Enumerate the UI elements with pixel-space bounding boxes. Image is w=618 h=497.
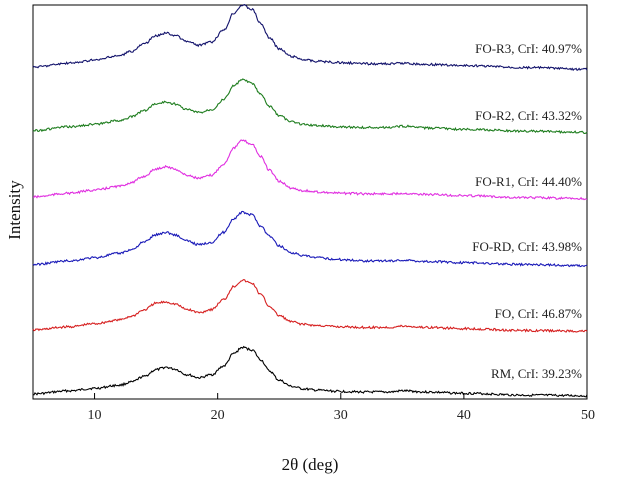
series-label: FO, CrI: 46.87% <box>495 306 583 321</box>
series-line <box>32 210 588 268</box>
y-axis-title: Intensity <box>5 180 24 240</box>
series-label: RM, CrI: 39.23% <box>491 366 582 381</box>
series-labels: RM, CrI: 39.23% FO, CrI: 46.87% FO-RD, CrI… <box>472 41 582 381</box>
x-tick-label: 10 <box>88 408 102 423</box>
series-label: FO-R1, CrI: 44.40% <box>475 174 582 189</box>
series-line <box>32 345 588 398</box>
series-line <box>32 279 588 333</box>
x-tick-label: 50 <box>581 408 595 423</box>
x-axis-title: 2θ (deg) <box>282 455 339 474</box>
series-line <box>32 139 588 201</box>
series-line <box>32 78 588 134</box>
x-axis-ticks: 10 20 30 40 50 <box>88 393 595 423</box>
x-tick-label: 20 <box>211 408 225 423</box>
x-tick-label: 40 <box>457 408 471 423</box>
series-line <box>32 3 588 72</box>
x-tick-label: 30 <box>334 408 348 423</box>
series-label: FO-R3, CrI: 40.97% <box>475 41 582 56</box>
plot-frame <box>32 4 588 400</box>
series-lines <box>32 3 588 398</box>
series-label: FO-R2, CrI: 43.32% <box>475 108 582 123</box>
series-label: FO-RD, CrI: 43.98% <box>472 239 582 254</box>
